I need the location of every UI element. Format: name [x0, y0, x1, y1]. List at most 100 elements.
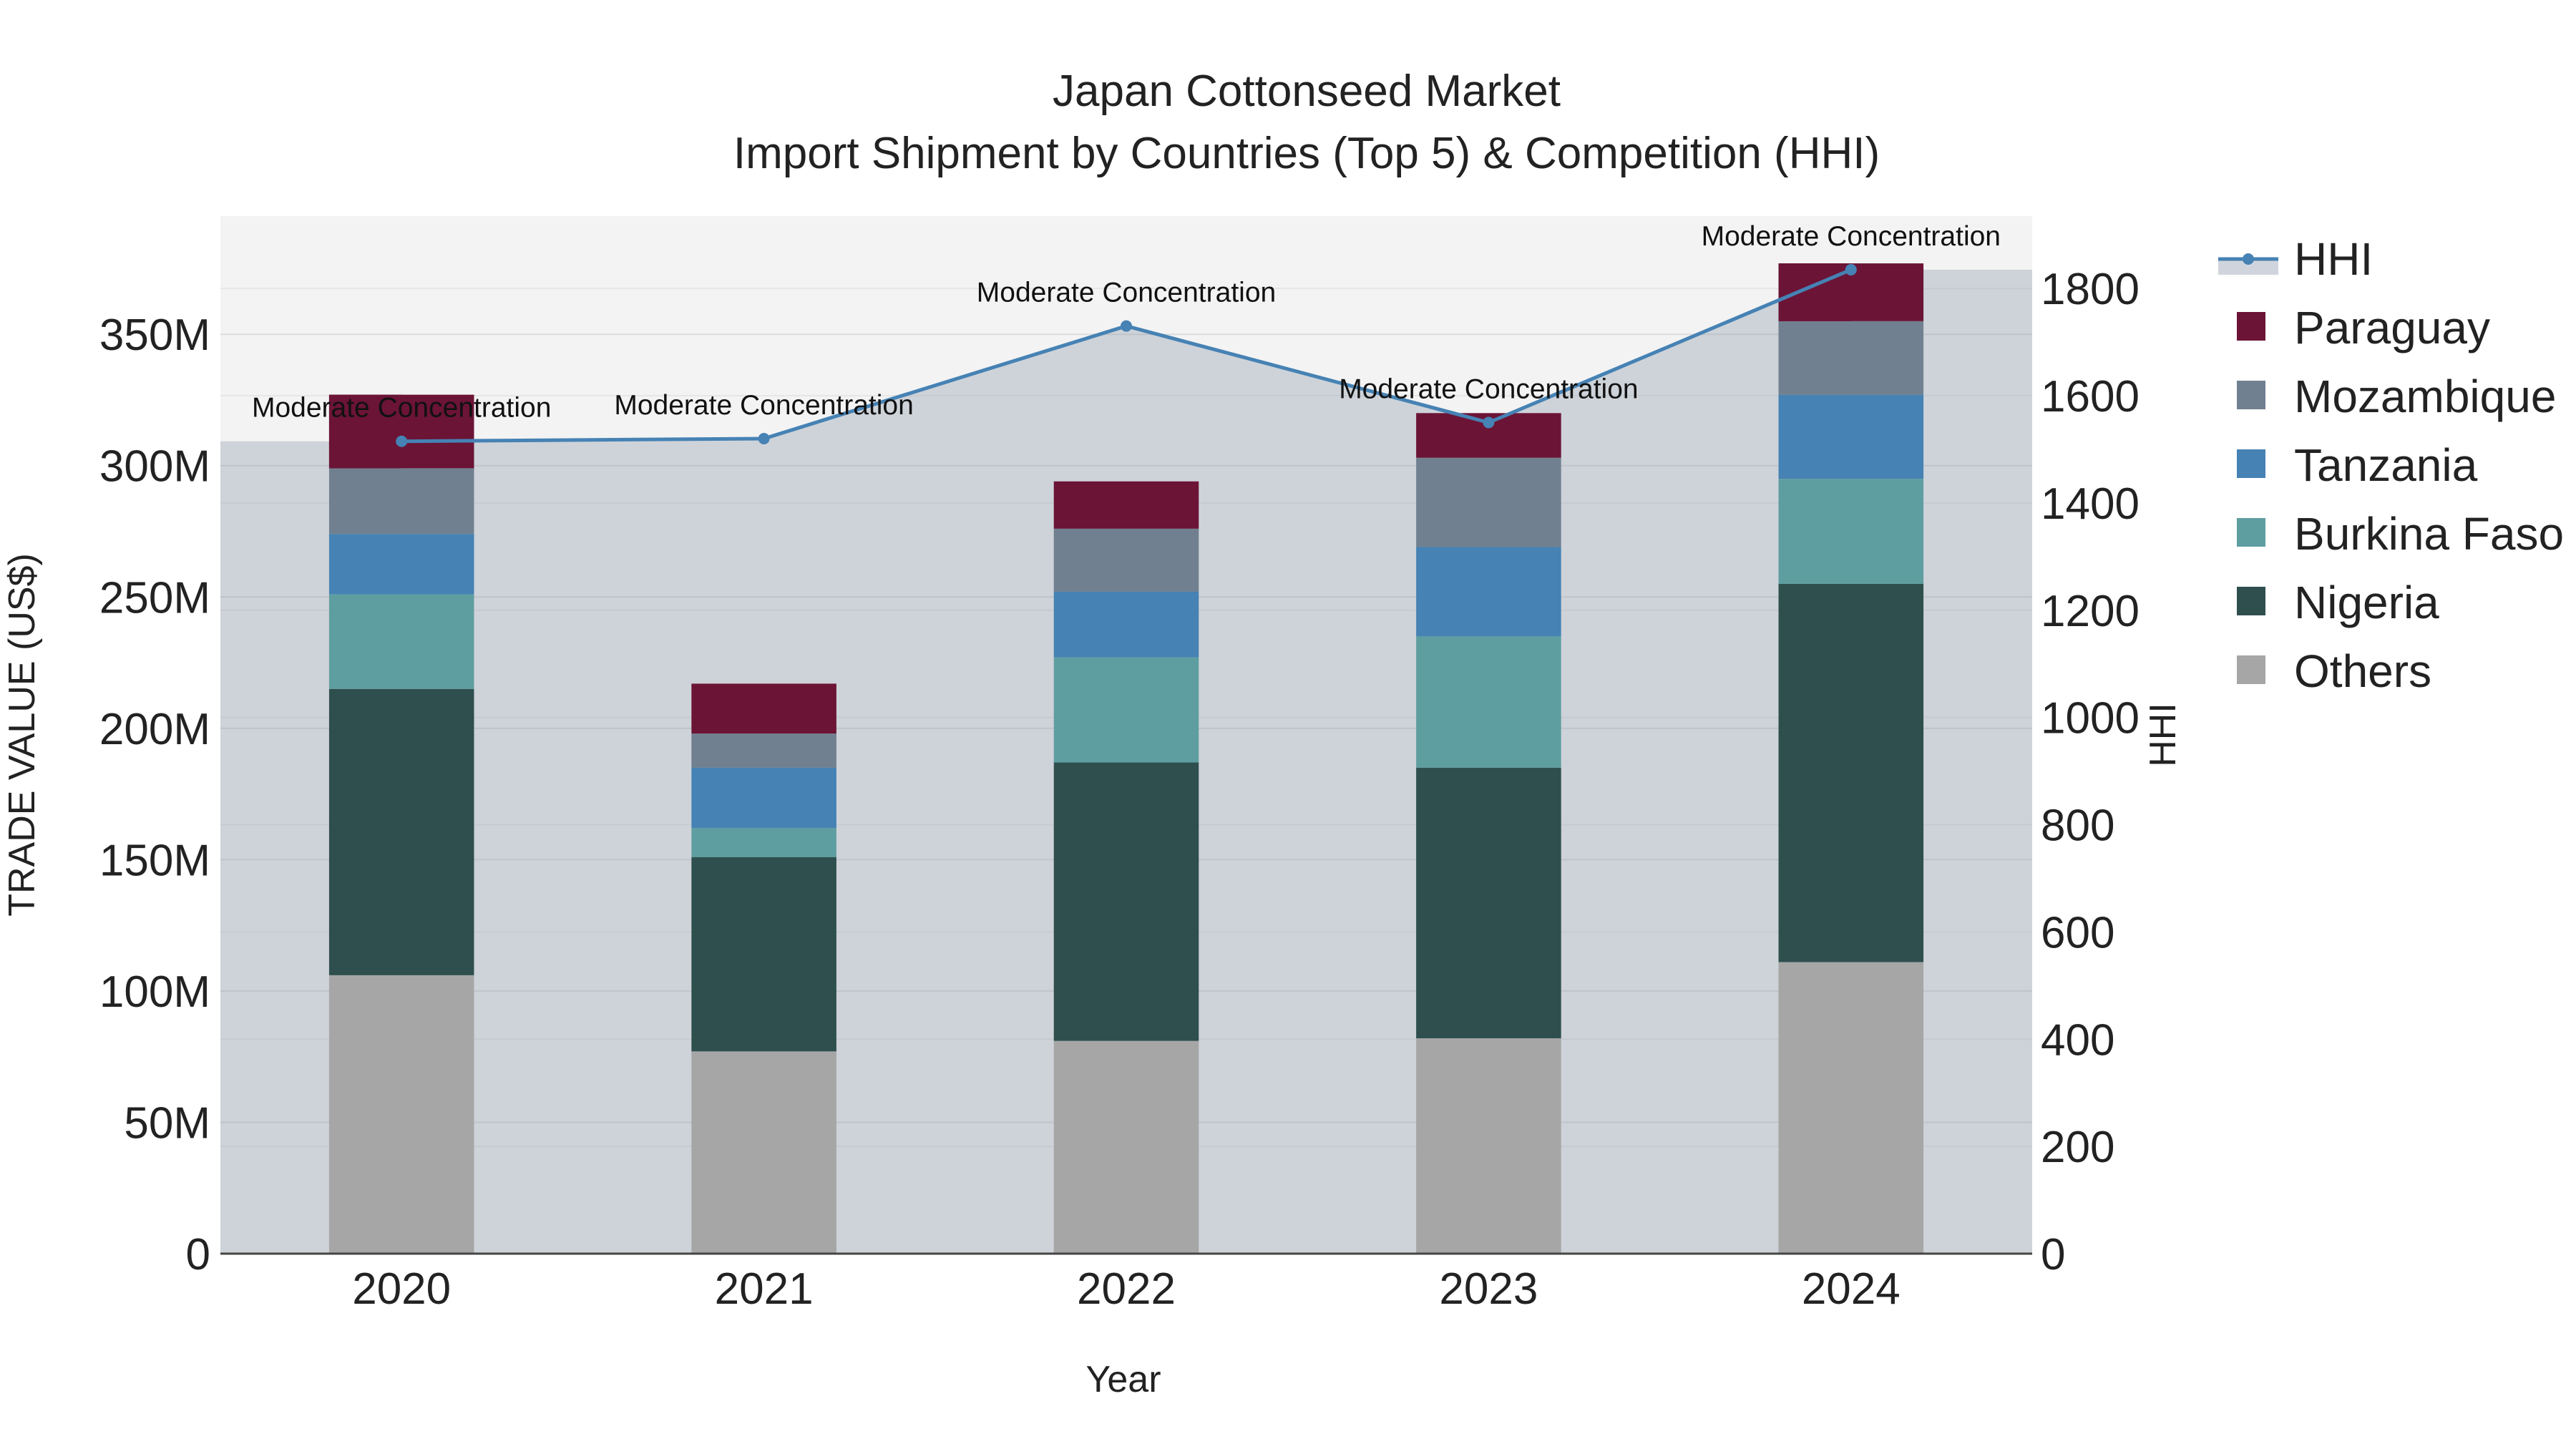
- y-tick-label: 200M: [99, 705, 210, 754]
- y2-tick-label: 200: [2041, 1123, 2114, 1172]
- y2-tick-label: 400: [2041, 1015, 2114, 1065]
- x-tick-label: 2020: [352, 1264, 451, 1314]
- y2-tick-label: 1200: [2041, 587, 2140, 636]
- bar-half-2023-others: [1416, 1038, 1488, 1254]
- bar-2022-mozambique: [1053, 528, 1199, 592]
- y-tick-label: 300M: [99, 442, 210, 492]
- y-tick-label: 100M: [99, 967, 210, 1017]
- y2-tick-label: 600: [2041, 908, 2114, 957]
- bar-2023-burkina-faso: [1416, 636, 1561, 768]
- bar-half-2024-paraguay: [1778, 263, 1851, 321]
- y-tick-label: 0: [186, 1230, 210, 1279]
- bar-half-2023-tanzania: [1416, 547, 1488, 637]
- bar-half-2020-others: [329, 975, 401, 1254]
- bar-2022-nigeria: [1053, 762, 1199, 1041]
- bar-2024-burkina-faso: [1778, 479, 1924, 584]
- y-tick-label: 50M: [124, 1098, 210, 1148]
- y2-tick-label: 1000: [2041, 694, 2140, 743]
- bar-2021-burkina-faso: [691, 828, 836, 857]
- bar-2023-tanzania: [1416, 547, 1561, 637]
- bar-2021-tanzania: [691, 767, 836, 829]
- bar-half-2021-mozambique: [691, 733, 763, 768]
- x-axis-ticks: 2020 2021 2022 2023 2024: [352, 1264, 1901, 1314]
- bar-2020-others: [328, 975, 474, 1254]
- hhi-annotations: Moderate Concentration Moderate Concentra…: [252, 221, 2001, 424]
- bar-half-2022-paraguay: [1054, 482, 1126, 529]
- legend-label-mozambique: Mozambique: [2294, 371, 2556, 422]
- bar-2022-others: [1053, 1040, 1199, 1254]
- bar-2020-mozambique: [328, 468, 474, 535]
- bar-half-2021-burkina-faso: [691, 828, 763, 857]
- hhi-point-2021: [758, 432, 770, 444]
- bar-half-2022-nigeria: [1054, 763, 1126, 1041]
- bar-stack-group: [328, 263, 1924, 1254]
- y-tick-label: 350M: [99, 311, 210, 360]
- bar-2021-paraguay: [691, 683, 836, 734]
- bar-2024-tanzania: [1778, 394, 1924, 479]
- legend-swatch-burkina-faso: [2237, 518, 2265, 547]
- legend-swatch-tanzania: [2237, 449, 2265, 478]
- legend-swatch-mozambique: [2237, 381, 2265, 409]
- legend-label-others: Others: [2294, 645, 2431, 697]
- hhi-annotation-2020: Moderate Concentration: [252, 393, 551, 424]
- y2-tick-label: 1400: [2041, 479, 2140, 529]
- bar-2022-paraguay: [1053, 481, 1199, 529]
- bar-half-2023-nigeria: [1416, 768, 1488, 1038]
- bar-half-2024-mozambique: [1779, 321, 1851, 395]
- x-tick-label: 2021: [715, 1264, 814, 1314]
- legend-label-nigeria: Nigeria: [2294, 577, 2439, 628]
- y-axis-ticks: 0 50M 100M 150M 200M 250M 300M 350M: [99, 311, 210, 1279]
- bar-2021-mozambique: [691, 733, 836, 768]
- bar-2024-nigeria: [1778, 583, 1924, 962]
- bar-half-2020-nigeria: [329, 689, 401, 975]
- bar-2021-others: [691, 1051, 836, 1254]
- bar-half-2020-tanzania: [329, 534, 401, 594]
- hhi-points: [396, 263, 1857, 447]
- bar-half-2022-tanzania: [1054, 592, 1126, 658]
- hhi-annotation-2022: Moderate Concentration: [977, 278, 1276, 308]
- legend: HHI Paraguay Mozambique Tanzania Burkina Fas…: [2218, 233, 2564, 697]
- legend-swatch-paraguay: [2237, 312, 2265, 341]
- bar-half-2024-nigeria: [1779, 584, 1851, 962]
- legend-swatch-hhi-area: [2218, 259, 2278, 275]
- bar-2020-tanzania: [328, 534, 474, 595]
- bar-half-2020-mozambique: [329, 468, 401, 534]
- y-axis-title: TRADE VALUE (US$): [1, 553, 43, 917]
- bar-half-2023-mozambique: [1416, 458, 1488, 547]
- bar-half-2024-tanzania: [1779, 395, 1851, 479]
- y2-tick-label: 800: [2041, 801, 2114, 851]
- x-tick-label: 2024: [1802, 1264, 1901, 1314]
- bar-2022-tanzania: [1053, 591, 1199, 658]
- bar-half-2021-others: [691, 1051, 763, 1254]
- legend-swatch-nigeria: [2237, 587, 2265, 615]
- hhi-point-2022: [1121, 320, 1132, 332]
- bar-2023-others: [1416, 1038, 1561, 1254]
- bar-half-2020-paraguay: [328, 394, 402, 469]
- bar-half-2022-burkina-faso: [1054, 658, 1126, 763]
- bar-half-2022-mozambique: [1054, 529, 1126, 592]
- bar-half-2021-nigeria: [691, 857, 763, 1052]
- legend-label-tanzania: Tanzania: [2294, 439, 2478, 491]
- hhi-point-2023: [1483, 416, 1495, 429]
- y2-tick-label: 1800: [2041, 265, 2140, 314]
- legend-label-burkina-faso: Burkina Faso: [2294, 508, 2564, 560]
- chart-title-line2: Import Shipment by Countries (Top 5) & C…: [733, 129, 1880, 178]
- y2-tick-label: 1600: [2041, 372, 2140, 421]
- y2-axis-title: HHI: [2142, 703, 2184, 767]
- hhi-annotation-2024: Moderate Concentration: [1702, 221, 2001, 252]
- chart-title-line1: Japan Cottonseed Market: [1053, 67, 1561, 116]
- x-tick-label: 2022: [1077, 1264, 1176, 1314]
- bar-half-2023-burkina-faso: [1416, 636, 1488, 768]
- y-tick-label: 250M: [99, 573, 210, 623]
- bar-2020-nigeria: [328, 688, 474, 975]
- legend-swatch-others: [2237, 655, 2265, 684]
- y2-axis-ticks: 0 200 400 600 800 1000 1200 1400 1600 1800: [2041, 265, 2140, 1279]
- bar-2023-nigeria: [1416, 767, 1561, 1038]
- bar-2024-mozambique: [1778, 321, 1924, 395]
- hhi-point-2024: [1845, 263, 1857, 275]
- bar-half-2020-burkina-faso: [329, 595, 401, 689]
- bar-half-2021-paraguay: [691, 683, 763, 733]
- legend-swatch-hhi-point: [2243, 253, 2254, 265]
- y2-tick-label: 0: [2041, 1230, 2065, 1279]
- bar-2020-burkina-faso: [328, 594, 474, 689]
